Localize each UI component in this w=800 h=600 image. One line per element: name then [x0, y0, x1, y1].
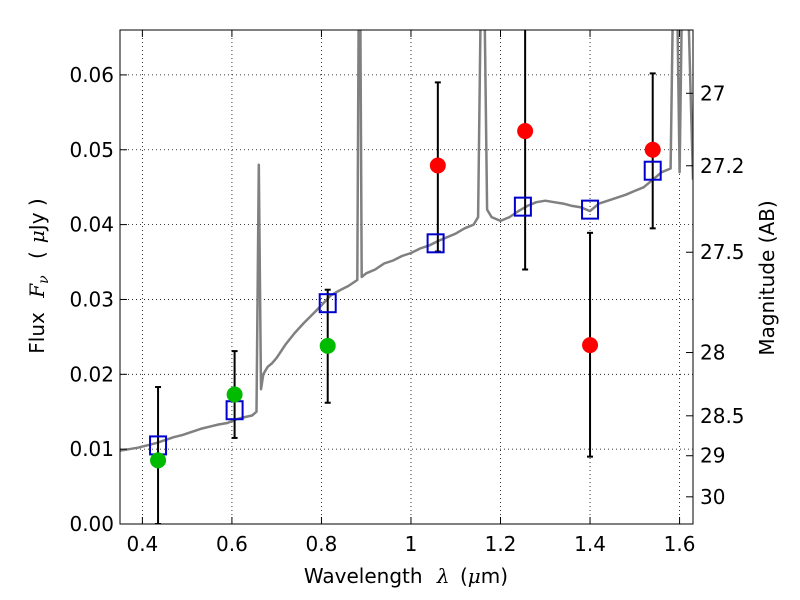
x-axis-label-unit-mu: μ [468, 564, 481, 588]
y-tick-label: 0.04 [69, 213, 114, 237]
x-tick-label: 0.4 [126, 532, 158, 556]
detection-point [226, 386, 243, 403]
x-tick-label: 1.2 [485, 532, 517, 556]
y-axis-label: Flux Fν ( μJy ) [25, 198, 53, 353]
y-axis-label-symbol: F [25, 283, 49, 299]
x-axis-label-unit-rest: m) [481, 564, 508, 588]
y2-tick-label: 27.5 [700, 240, 745, 264]
y-axis-label-unit-open: ( [25, 251, 49, 259]
plot-frame [119, 29, 694, 525]
y2-axis-label: Magnitude (AB) [755, 200, 779, 355]
x-tick-label: 0.8 [306, 532, 338, 556]
red-point [429, 157, 446, 174]
y-tick-label: 0.03 [69, 287, 114, 311]
grid-lines [120, 30, 693, 525]
y-axis-label-sub: ν [36, 275, 52, 284]
red-point [582, 337, 599, 354]
model-spectrum-line [120, 30, 693, 452]
y-tick-label: 0.01 [69, 437, 114, 461]
y-axis-label-unit-rest: Jy ) [25, 198, 49, 232]
y2-tick-label: 27 [700, 81, 725, 105]
x-axis-label: Wavelength λ (μm) [304, 564, 508, 588]
y2-tick-label: 30 [700, 485, 725, 509]
model-photometry-square [318, 293, 337, 314]
tick-marks [120, 30, 693, 525]
y-tick-label: 0.02 [69, 362, 114, 386]
y-axis-label-text: Flux [25, 312, 49, 354]
y-tick-label: 0.06 [69, 63, 114, 87]
y2-tick-label: 28 [700, 341, 725, 365]
detection-point [319, 337, 336, 354]
y-axis-label-unit-mu: μ [25, 230, 49, 243]
x-tick-label: 1.6 [664, 532, 696, 556]
tick-labels: 0.4 0.6 0.8 1 1.2 1.4 1.6 0.00 0.01 0.02 0.03 0.04 0… [69, 63, 744, 556]
x-axis-label-unit-open: ( [460, 564, 468, 588]
red-point [517, 123, 534, 140]
data-markers [149, 123, 662, 469]
x-axis-label-symbol: λ [436, 564, 450, 588]
x-tick-label: 1.4 [574, 532, 606, 556]
x-tick-label: 0.6 [216, 532, 248, 556]
red-point [644, 141, 661, 158]
x-axis-label-text: Wavelength [304, 564, 423, 588]
y-tick-label: 0.00 [69, 512, 114, 536]
detection-point [150, 452, 167, 469]
x-tick-label: 1 [405, 532, 418, 556]
y2-tick-label: 27.2 [700, 154, 745, 178]
model-photometry-square [426, 233, 445, 254]
error-bars [155, 30, 656, 524]
y-tick-label: 0.05 [69, 138, 114, 162]
model-photometry-square [581, 199, 600, 220]
y2-tick-label: 29 [700, 444, 725, 468]
model-photometry-square [643, 160, 662, 181]
y2-tick-label: 28.5 [700, 404, 745, 428]
model-photometry-square [513, 196, 532, 217]
model-spectrum-series [120, 30, 693, 452]
